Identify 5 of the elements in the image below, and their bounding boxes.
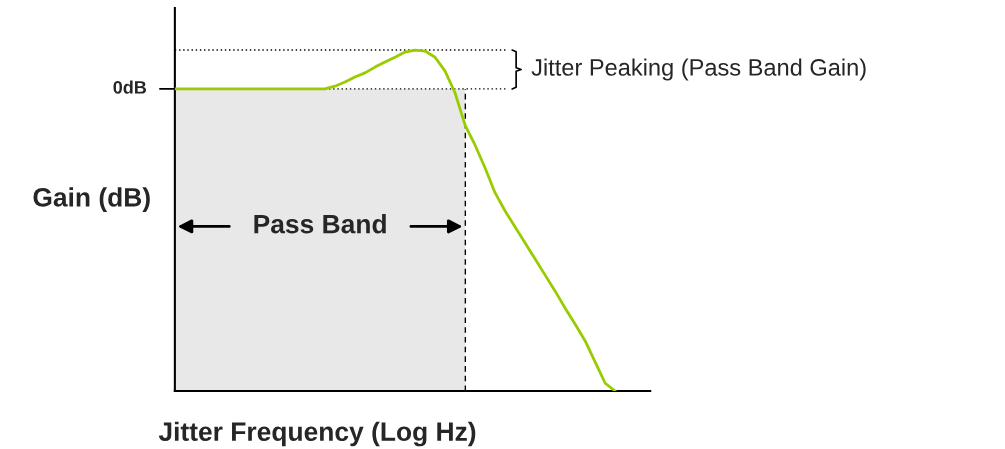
y-axis-title: Gain (dB) bbox=[33, 187, 150, 212]
ref-line-label: 0dB bbox=[113, 80, 147, 94]
x-axis-title: Jitter Frequency (Log Hz) bbox=[158, 421, 476, 447]
annotation: Pass Band bbox=[254, 214, 386, 234]
annotation: Jitter Peaking (Pass Band Gain) bbox=[531, 58, 866, 81]
